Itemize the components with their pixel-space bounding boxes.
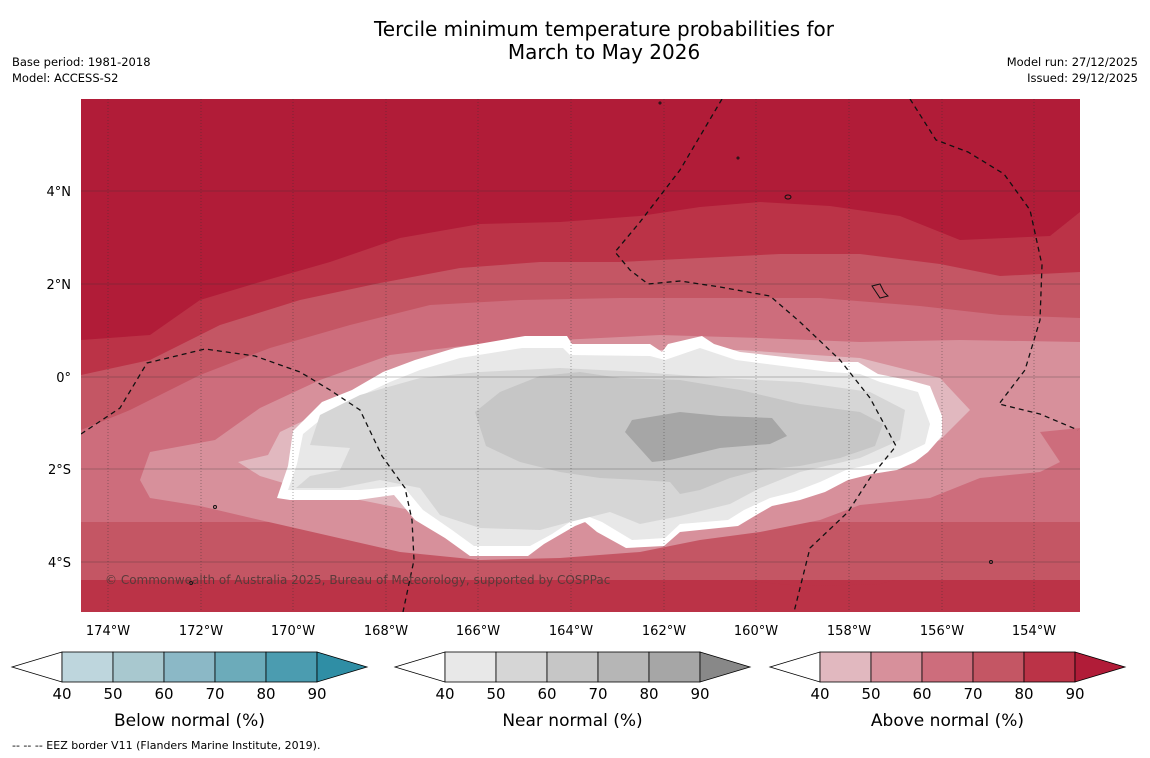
latitude-labels: 4°N 2°N 0° 2°S 4°S: [47, 185, 72, 571]
lon-label: 156°W: [920, 624, 964, 639]
colorbar-over-triangle: [316, 651, 369, 683]
lat-label: 2°N: [47, 278, 72, 293]
near-70-band: [625, 412, 787, 462]
colorbar-box: [870, 651, 923, 683]
colorbar-tick: 40: [810, 685, 829, 703]
colorbar-box: [163, 651, 216, 683]
copyright-notice: © Commonwealth of Australia 2025, Bureau…: [105, 573, 610, 587]
lon-label: 162°W: [642, 624, 686, 639]
model-name: Model: ACCESS-S2: [12, 71, 119, 85]
colorbar-tick: 80: [1014, 685, 1033, 703]
lon-label: 168°W: [364, 624, 408, 639]
map-panel: [81, 99, 1080, 612]
lon-label: 172°W: [179, 624, 223, 639]
colorbar-box: [648, 651, 701, 683]
colorbar-tick: 60: [154, 685, 173, 703]
lon-label: 166°W: [456, 624, 500, 639]
islands: [189, 101, 993, 585]
lon-label: 170°W: [271, 624, 315, 639]
colorbar-tick: 80: [256, 685, 275, 703]
colorbar-box: [112, 651, 165, 683]
colorbar-box: [1023, 651, 1076, 683]
eez-borders: [81, 99, 1079, 612]
longitude-labels: 174°W 172°W 170°W 168°W 166°W 164°W 162°W 160°W…: [86, 624, 1056, 639]
lat-label: 0°: [56, 371, 71, 386]
colorbar-above: 40 50 60 70 80 90 Above normal (%): [768, 651, 1127, 731]
lat-label: 4°N: [47, 185, 72, 200]
lon-label: 164°W: [549, 624, 593, 639]
model-info: Base period: 1981-2018 Model: ACCESS-S2: [12, 54, 151, 86]
colorbar-under-triangle: [768, 651, 821, 683]
title-line-2: March to May 2026: [507, 40, 701, 64]
colorbar-box: [495, 651, 548, 683]
lat-label: 4°S: [48, 556, 71, 571]
colorbar-tick: 50: [486, 685, 505, 703]
lon-label: 154°W: [1012, 624, 1056, 639]
colorbar-near: 40 50 60 70 80 90 Near normal (%): [393, 651, 752, 731]
model-run: Model run: 27/12/2025: [1006, 55, 1138, 69]
colorbar-tick: 90: [1065, 685, 1084, 703]
colorbar-tick: 70: [205, 685, 224, 703]
colorbar-under-triangle: [393, 651, 446, 683]
colorbar-box: [972, 651, 1025, 683]
run-info: Model run: 27/12/2025 Issued: 29/12/2025: [1007, 54, 1138, 86]
colorbar-tick: 50: [103, 685, 122, 703]
colorbar-box: [265, 651, 318, 683]
colorbar-over-triangle: [1074, 651, 1127, 683]
colorbar-box: [61, 651, 114, 683]
colorbar-tick: 70: [963, 685, 982, 703]
colorbar-title: Near normal (%): [502, 711, 642, 731]
chart-title: Tercile minimum temperature probabilitie…: [0, 18, 1150, 64]
lon-label: 174°W: [86, 624, 130, 639]
lat-label: 2°S: [48, 463, 71, 478]
eez-border-central: [614, 99, 897, 612]
colorbar-box: [444, 651, 497, 683]
colorbar-tick: 60: [537, 685, 556, 703]
title-line-1: Tercile minimum temperature probabilitie…: [373, 17, 835, 41]
colorbar-box: [214, 651, 267, 683]
colorbar-under-triangle: [10, 651, 63, 683]
colorbar-tick: 60: [912, 685, 931, 703]
colorbar-title: Above normal (%): [871, 711, 1024, 731]
colorbar-tick: 50: [861, 685, 880, 703]
lon-label: 158°W: [827, 624, 871, 639]
colorbar-tick: 90: [307, 685, 326, 703]
colorbar-over-triangle: [699, 651, 752, 683]
colorbar-tick: 40: [435, 685, 454, 703]
colorbar-tick: 40: [52, 685, 71, 703]
colorbar-box: [921, 651, 974, 683]
eez-border-west: [81, 348, 415, 612]
lon-label: 160°W: [734, 624, 778, 639]
latitude-lines: [81, 190, 1080, 563]
eez-border-east: [909, 99, 1079, 431]
colorbar-tick: 80: [639, 685, 658, 703]
colorbar-tick: 90: [690, 685, 709, 703]
colorbar-box: [546, 651, 599, 683]
issued-date: Issued: 29/12/2025: [1027, 71, 1138, 85]
colorbar-legends: 40 50 60 70 80 90 Below normal (%) 40 50 60 70 80 90…: [10, 651, 1127, 731]
base-period: Base period: 1981-2018: [12, 55, 151, 69]
colorbar-below: 40 50 60 70 80 90 Below normal (%): [10, 651, 369, 731]
eez-footnote: -- -- -- EEZ border V11 (Flanders Marine…: [12, 739, 321, 752]
colorbar-title: Below normal (%): [114, 711, 265, 731]
colorbar-box: [819, 651, 872, 683]
colorbar-tick: 70: [588, 685, 607, 703]
colorbar-box: [597, 651, 650, 683]
